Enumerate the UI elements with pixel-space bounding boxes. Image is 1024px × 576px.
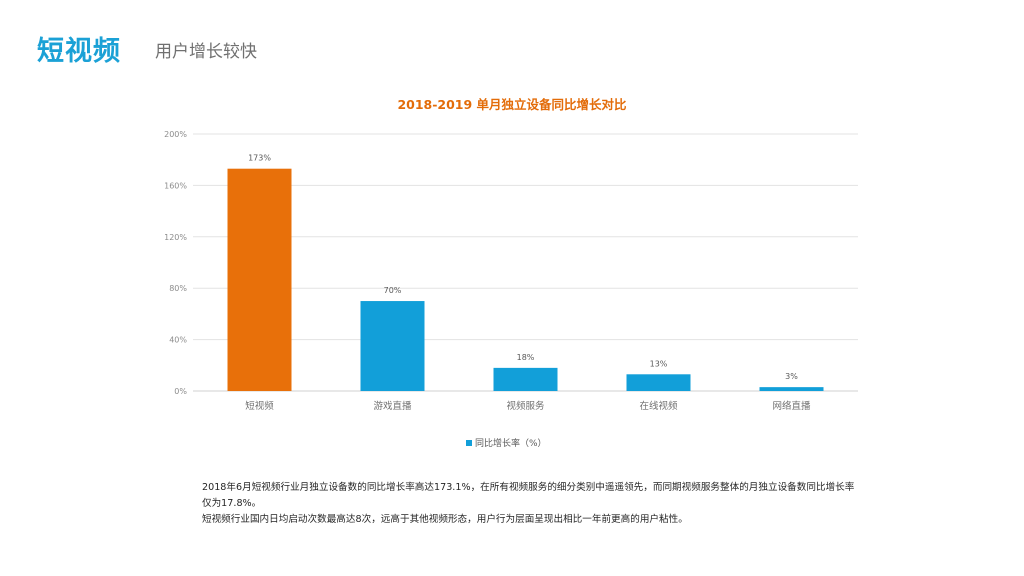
description-text: 2018年6月短视频行业月独立设备数的同比增长率高达173.1%，在所有视频服务… xyxy=(202,480,862,528)
bar xyxy=(759,387,824,391)
y-tick-label: 200% xyxy=(164,130,187,139)
x-tick-label: 网络直播 xyxy=(772,400,811,412)
bar xyxy=(493,367,558,391)
bar xyxy=(360,301,425,391)
data-label: 173% xyxy=(248,154,271,163)
x-tick-label: 游戏直播 xyxy=(373,400,412,412)
y-tick-label: 160% xyxy=(164,181,187,190)
page-title: 短视频 xyxy=(37,36,121,67)
y-tick-label: 0% xyxy=(174,387,187,396)
data-label: 70% xyxy=(384,286,402,295)
data-label: 13% xyxy=(650,359,668,368)
bar xyxy=(227,168,292,391)
y-tick-label: 80% xyxy=(169,284,187,293)
y-tick-label: 40% xyxy=(169,336,187,345)
legend-swatch xyxy=(466,439,472,446)
description-paragraph-1: 2018年6月短视频行业月独立设备数的同比增长率高达173.1%，在所有视频服务… xyxy=(202,482,855,509)
x-tick-label: 视频服务 xyxy=(506,400,545,412)
description-paragraph-2: 短视频行业国内日均启动次数最高达8次，远高于其他视频形态，用户行为层面呈现出相比… xyxy=(202,514,688,525)
x-tick-label: 短视频 xyxy=(245,400,274,412)
chart-legend: 同比增长率（%） xyxy=(466,436,547,449)
data-label: 18% xyxy=(517,353,535,362)
x-tick-label: 在线视频 xyxy=(639,400,678,412)
chart-title: 2018-2019 单月独立设备同比增长对比 xyxy=(397,97,627,112)
data-label: 3% xyxy=(785,372,798,381)
y-tick-label: 120% xyxy=(164,233,187,242)
page-subtitle: 用户增长较快 xyxy=(155,42,257,62)
bar xyxy=(626,374,691,391)
legend-label: 同比增长率（%） xyxy=(475,439,547,449)
